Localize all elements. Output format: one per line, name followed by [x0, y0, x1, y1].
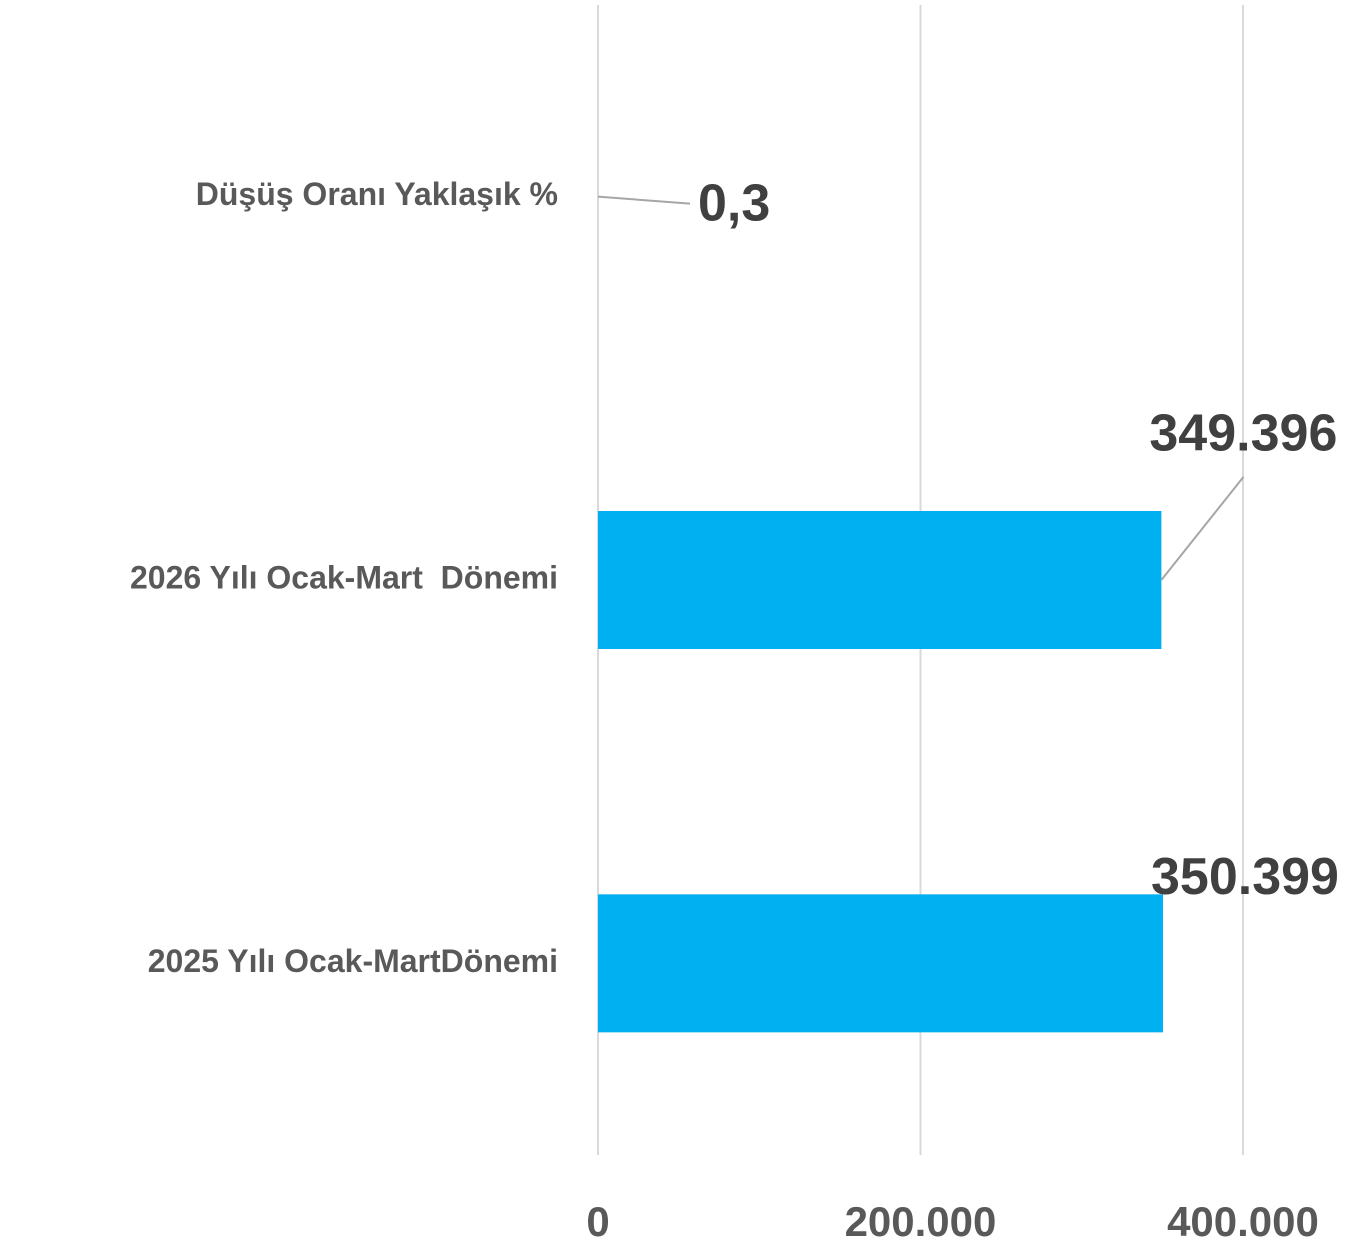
value-label: 349.396: [1149, 405, 1337, 463]
leader-line: [1160, 476, 1245, 581]
bar: [598, 511, 1162, 649]
x-tick-label: 200.000: [845, 1198, 997, 1245]
y-tick-label: Düşüş Oranı Yaklaşık %: [196, 176, 558, 212]
value-label: 350.399: [1151, 848, 1339, 906]
bar: [598, 894, 1163, 1033]
y-tick-label: 2025 Yılı Ocak-MartDönemi: [148, 943, 558, 979]
y-tick-label: 2026 Yılı Ocak-Mart Dönemi: [130, 559, 558, 595]
x-tick-label: 0: [586, 1198, 609, 1245]
value-label: 0,3: [698, 174, 770, 232]
leader-line: [597, 195, 691, 205]
x-tick-label: 400.000: [1167, 1198, 1319, 1245]
